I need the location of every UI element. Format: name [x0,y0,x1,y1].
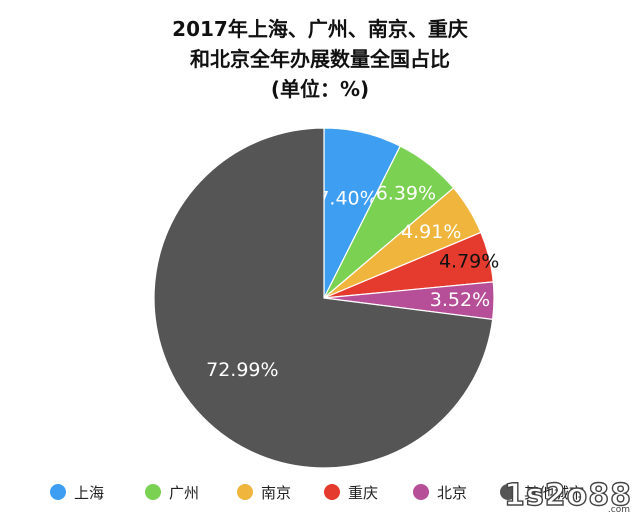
legend-item-2: 南京 [237,478,291,506]
legend-label-5: 其他城市 [524,483,585,502]
pie-data-label-2: 4.91% [401,221,461,243]
legend-swatch-1 [145,484,161,500]
watermark-logo: 1s2o88 [503,478,632,513]
pie-data-label-0: 7.40% [317,188,377,210]
legend-item-4: 北京 [413,478,467,506]
legend-label-2: 南京 [261,483,292,502]
legend-item-0: 上海 [50,478,104,506]
chart-title-line-2: 和北京全年办展数量全国占比 [190,47,450,71]
chart-title-line-1: 2017年上海、广州、南京、重庆 [172,17,468,41]
pie-data-label-4: 3.52% [430,289,490,311]
chart-title: 2017年上海、广州、南京、重庆 和北京全年办展数量全国占比 (单位：%) [0,14,640,104]
legend-label-4: 北京 [437,483,468,502]
chart-legend: 上海 广州 南京 重庆 北京 其他城市 [0,478,640,506]
legend-swatch-5 [500,484,516,500]
watermark-logo-sub: .com [607,505,630,515]
legend-item-3: 重庆 [324,478,378,506]
pie-data-label-1: 6.39% [376,183,436,205]
legend-swatch-2 [237,484,253,500]
legend-swatch-3 [324,484,340,500]
legend-label-3: 重庆 [348,483,379,502]
pie-slice-5 [153,127,494,469]
legend-item-5: 其他城市 [500,478,584,506]
chart-title-unit: (单位：%) [270,77,370,101]
legend-label-1: 广州 [169,483,200,502]
legend-item-1: 广州 [145,478,199,506]
legend-swatch-0 [50,484,66,500]
legend-swatch-4 [413,484,429,500]
legend-label-0: 上海 [74,483,105,502]
pie-data-label-5: 72.99% [206,359,278,381]
pie-data-label-3: 4.79% [439,251,499,273]
